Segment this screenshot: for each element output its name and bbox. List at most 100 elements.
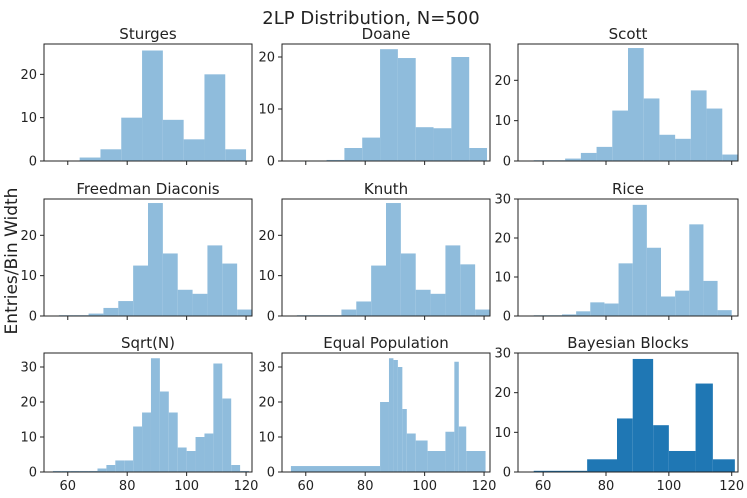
y-tick-label-freedman-diaconis-0: 0 [29,310,37,325]
bar-scott-7 [643,98,660,161]
bar-freedman-diaconis-6 [148,203,163,316]
y-tick-label-sqrt-n-20: 20 [20,396,37,411]
bar-sturges-3 [121,117,143,161]
bar-equal-population-1 [380,402,389,472]
panel-title-doane: Doane [362,25,411,43]
bar-sqrt-n-9 [133,426,143,472]
y-tick-label-doane-20: 20 [258,51,275,66]
bar-scott-2 [565,158,581,161]
bar-doane-2 [326,159,345,161]
bar-bayesian-blocks-1 [587,459,617,472]
bar-equal-population-10 [454,361,459,472]
y-tick-label-scott-20: 20 [494,74,511,89]
y-tick-label-sturges-10: 10 [20,111,37,126]
panel-title-freedman-diaconis: Freedman Diaconis [76,180,219,198]
bar-sqrt-n-1 [61,470,71,472]
bar-sturges-4 [142,50,163,161]
y-tick-label-sturges-20: 20 [20,68,37,83]
bar-knuth-9 [430,293,446,316]
panel-title-rice: Rice [612,180,644,198]
bar-sqrt-n-13 [168,412,178,472]
bar-sqrt-n-11 [150,358,160,472]
bar-scott-8 [659,134,676,161]
bar-equal-population-3 [393,360,398,472]
bar-rice-9 [661,296,676,316]
y-tick-label-bayesian-blocks-0: 0 [503,466,511,481]
bar-freedman-diaconis-3 [103,307,119,316]
y-tick-label-knuth-10: 10 [258,269,275,284]
bar-equal-population-5 [402,409,407,472]
bar-doane-10 [469,148,488,161]
y-tick-label-rice-20: 20 [494,232,511,247]
bar-rice-3 [576,311,591,316]
bar-sqrt-n-4 [88,470,98,472]
y-tick-label-sqrt-n-10: 10 [20,431,37,446]
bar-sqrt-n-17 [204,433,214,472]
bar-rice-13 [717,310,732,316]
x-tick-label-bayesian-blocks-80: 80 [598,479,615,494]
bar-freedman-diaconis-9 [192,293,208,316]
y-tick-label-sqrt-n-30: 30 [20,361,37,376]
y-tick-label-doane-10: 10 [258,103,275,118]
bar-doane-5 [380,49,398,162]
x-tick-label-equal-population-60: 60 [297,479,314,494]
figure-title: 2LP Distribution, N=500 [262,8,479,29]
y-tick-label-doane-0: 0 [267,155,275,170]
panel-knuth: Knuth 0 10 20 [258,180,491,325]
bar-knuth-6 [386,203,401,316]
bar-equal-population-7 [415,440,428,472]
bar-scott-6 [628,48,644,161]
bar-doane-4 [362,137,381,161]
y-tick-label-equal-population-0: 0 [267,466,275,481]
bar-sqrt-n-2 [70,470,80,472]
bar-rice-11 [689,224,704,316]
y-tick-label-rice-30: 30 [494,193,511,208]
panel-title-sturges: Sturges [119,25,177,43]
bar-doane-6 [397,58,416,161]
panel-freedman-diaconis: Freedman Diaconis 0 10 20 [20,180,253,325]
x-tick-label-bayesian-blocks-60: 60 [535,479,552,494]
bar-bayesian-blocks-0 [533,470,588,472]
y-tick-label-sturges-0: 0 [29,155,37,170]
bar-doane-7 [415,127,434,161]
x-tick-label-equal-population-120: 120 [472,479,497,494]
figure-y-label: Entries/Bin Width [2,188,22,335]
bar-bayesian-blocks-2 [617,418,633,472]
x-tick-label-bayesian-blocks-100: 100 [656,479,681,494]
bar-bayesian-blocks-7 [712,459,735,472]
bar-freedman-diaconis-10 [207,245,223,316]
bar-scott-10 [690,90,707,161]
panels-group: Sturges01020Doane01020Scott01020Freedman… [20,25,744,494]
y-tick-label-equal-population-20: 20 [258,396,275,411]
bar-sturges-6 [183,139,205,161]
bar-knuth-3 [341,309,357,316]
axes-frame-freedman-diaconis [43,198,253,317]
y-tick-label-scott-10: 10 [494,114,511,129]
bar-sqrt-n-14 [177,447,187,472]
panel-title-equal-population: Equal Population [323,334,448,352]
bar-rice-12 [703,280,718,316]
bar-sqrt-n-6 [106,465,116,472]
bar-sqrt-n-19 [222,398,232,472]
bar-rice-5 [604,303,619,316]
bar-sqrt-n-5 [97,468,107,472]
bar-knuth-7 [400,253,416,316]
bar-knuth-8 [415,289,431,316]
panel-doane: Doane 0 10 20 [258,25,491,170]
bar-freedman-diaconis-2 [88,313,104,316]
bar-equal-population-4 [397,367,403,472]
panel-title-sqrt-n: Sqrt(N) [121,334,175,352]
bar-bayesian-blocks-4 [653,425,669,472]
bar-sturges-7 [204,74,226,161]
y-tick-label-equal-population-30: 30 [258,361,275,376]
y-tick-label-bayesian-blocks-10: 10 [494,426,511,441]
panel-scott: Scott 0 10 20 [494,25,739,170]
y-tick-label-rice-0: 0 [503,310,511,325]
bar-sqrt-n-3 [79,470,89,472]
x-tick-label-equal-population-100: 100 [412,479,437,494]
bar-rice-2 [562,314,577,316]
bar-rice-10 [675,290,690,316]
bar-equal-population-0 [290,466,381,472]
bar-sturges-5 [162,119,184,161]
